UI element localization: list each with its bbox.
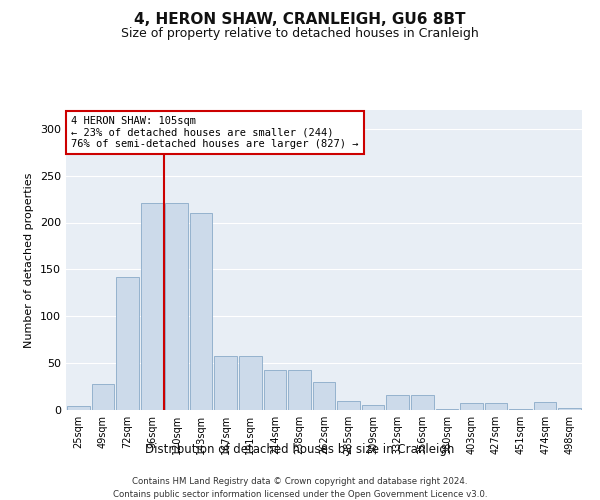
Bar bbox=[190, 213, 212, 410]
Bar bbox=[411, 395, 434, 410]
Bar bbox=[165, 203, 188, 410]
Bar bbox=[214, 356, 237, 410]
Bar bbox=[534, 402, 556, 410]
Text: Contains public sector information licensed under the Open Government Licence v3: Contains public sector information licen… bbox=[113, 490, 487, 499]
Bar bbox=[362, 406, 385, 410]
Text: 4 HERON SHAW: 105sqm
← 23% of detached houses are smaller (244)
76% of semi-deta: 4 HERON SHAW: 105sqm ← 23% of detached h… bbox=[71, 116, 359, 149]
Bar bbox=[92, 384, 114, 410]
Y-axis label: Number of detached properties: Number of detached properties bbox=[25, 172, 34, 348]
Text: 4, HERON SHAW, CRANLEIGH, GU6 8BT: 4, HERON SHAW, CRANLEIGH, GU6 8BT bbox=[134, 12, 466, 28]
Bar bbox=[460, 404, 483, 410]
Bar bbox=[116, 277, 139, 410]
Bar bbox=[386, 395, 409, 410]
Bar bbox=[436, 409, 458, 410]
Bar bbox=[509, 409, 532, 410]
Bar bbox=[485, 404, 508, 410]
Bar bbox=[337, 400, 360, 410]
Bar bbox=[559, 408, 581, 410]
Text: Contains HM Land Registry data © Crown copyright and database right 2024.: Contains HM Land Registry data © Crown c… bbox=[132, 478, 468, 486]
Bar bbox=[313, 382, 335, 410]
Bar bbox=[263, 370, 286, 410]
Text: Size of property relative to detached houses in Cranleigh: Size of property relative to detached ho… bbox=[121, 28, 479, 40]
Text: Distribution of detached houses by size in Cranleigh: Distribution of detached houses by size … bbox=[145, 442, 455, 456]
Bar bbox=[239, 356, 262, 410]
Bar bbox=[67, 406, 89, 410]
Bar bbox=[288, 370, 311, 410]
Bar bbox=[140, 203, 163, 410]
